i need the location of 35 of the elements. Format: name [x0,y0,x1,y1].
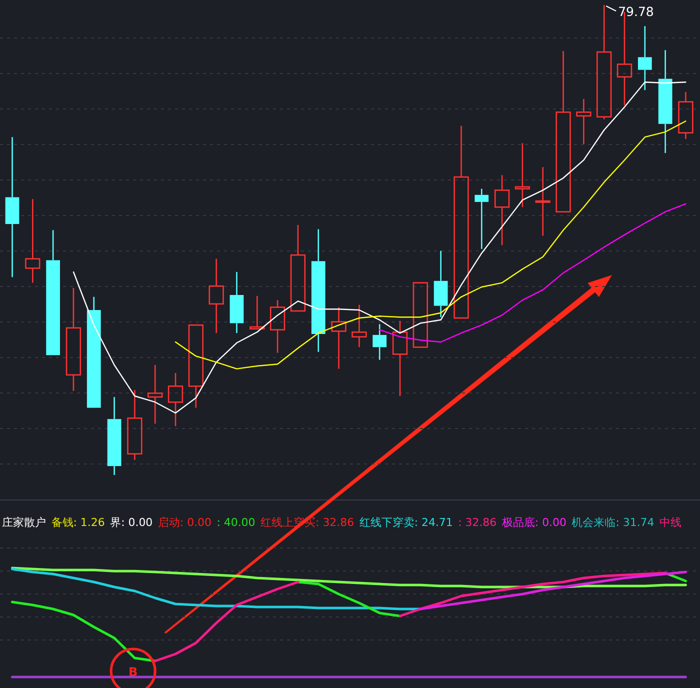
candlestick [576,98,592,145]
candlestick [331,306,346,370]
text: 极品底: 0.00 [500,516,566,529]
candlestick [66,287,82,392]
candlestick [148,364,163,424]
chart-title: 庄家散户 [2,516,46,529]
candlestick [107,396,122,476]
candlestick [474,188,489,250]
candlestick [494,174,510,246]
text: 红线下穿卖: 24.71 [359,516,453,529]
candlestick [5,136,20,278]
candlestick [514,142,530,208]
text: 备钱: 1.26 [51,516,105,529]
candlestick [392,320,408,397]
text: : 32.86 [458,516,497,529]
candlestick [658,49,672,154]
annotation: B [128,665,138,679]
candlestick [638,26,652,91]
candlestick [230,271,244,334]
text: : 40.00 [216,516,256,529]
candlestick [678,91,694,140]
candlestick [168,372,184,427]
text: 中线 [660,516,682,529]
text: 界: 0.00 [110,516,153,529]
text: 启动: 0.00 [158,516,212,529]
candlestick [372,323,387,360]
candlestick [127,389,142,461]
text: 机会来临: 31.74 [572,516,654,529]
candlestick [352,304,367,348]
annotation: 79.78 [618,4,654,19]
candlestick [434,250,448,318]
candlestick [25,198,40,284]
candlestick [535,166,550,236]
candlestick [208,258,224,334]
candlestick [311,228,326,353]
